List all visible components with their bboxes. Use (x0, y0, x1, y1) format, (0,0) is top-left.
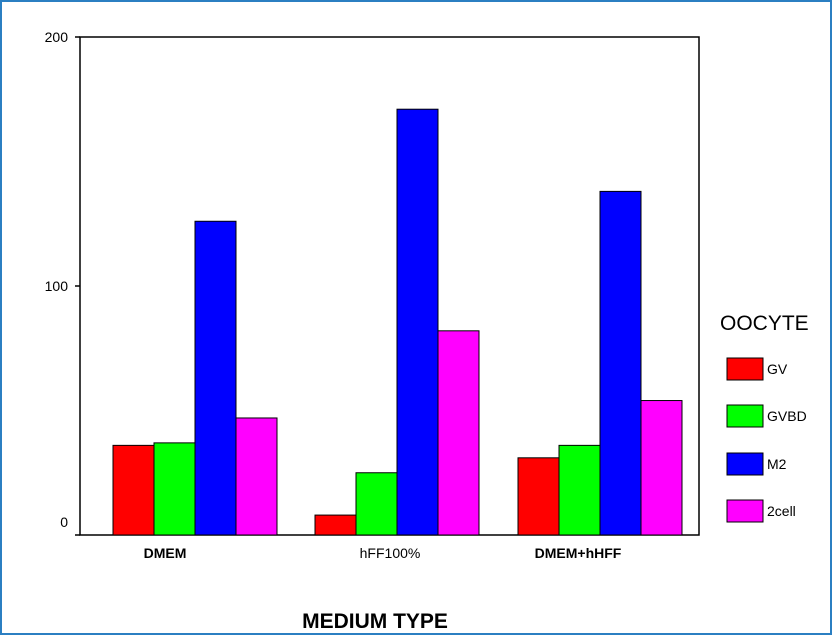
bar-2cell-0 (235, 417, 278, 536)
bars-group (112, 108, 683, 536)
legend-swatch-gvbd (726, 404, 764, 428)
bar-gv-0 (112, 444, 155, 536)
bar-2cell-1 (437, 330, 480, 536)
y-tick-label: 200 (45, 29, 69, 45)
bar-gvbd-1 (355, 472, 398, 536)
y-tick-label: 0 (60, 514, 68, 530)
bar-m2-1 (396, 108, 439, 536)
legend: GV GVBD M2 2cell (726, 357, 807, 523)
bar-m2-2 (599, 190, 642, 536)
bar-gv-2 (517, 457, 560, 536)
legend-title: OOCYTE (720, 312, 809, 335)
legend-label: 2cell (767, 503, 796, 519)
x-tick-label: DMEM (144, 545, 187, 561)
bar-gv-1 (314, 514, 357, 536)
legend-label: GV (767, 361, 788, 377)
legend-label: GVBD (767, 408, 807, 424)
bar-2cell-2 (640, 400, 683, 536)
x-axis-title: MEDIUM TYPE (302, 610, 448, 633)
legend-label: M2 (767, 456, 787, 472)
y-axis: 0 100 200 (45, 29, 80, 536)
bar-m2-0 (194, 220, 237, 536)
y-tick-label: 100 (45, 278, 69, 294)
bar-gvbd-0 (153, 442, 196, 536)
bar-gvbd-2 (558, 444, 601, 536)
x-tick-label: hFF100% (360, 545, 421, 561)
legend-swatch-gv (726, 357, 764, 381)
legend-swatch-2cell (726, 499, 764, 523)
x-tick-label: DMEM+hHFF (535, 545, 622, 561)
legend-swatch-m2 (726, 452, 764, 476)
x-axis-labels: DMEM hFF100% DMEM+hHFF (144, 545, 622, 561)
